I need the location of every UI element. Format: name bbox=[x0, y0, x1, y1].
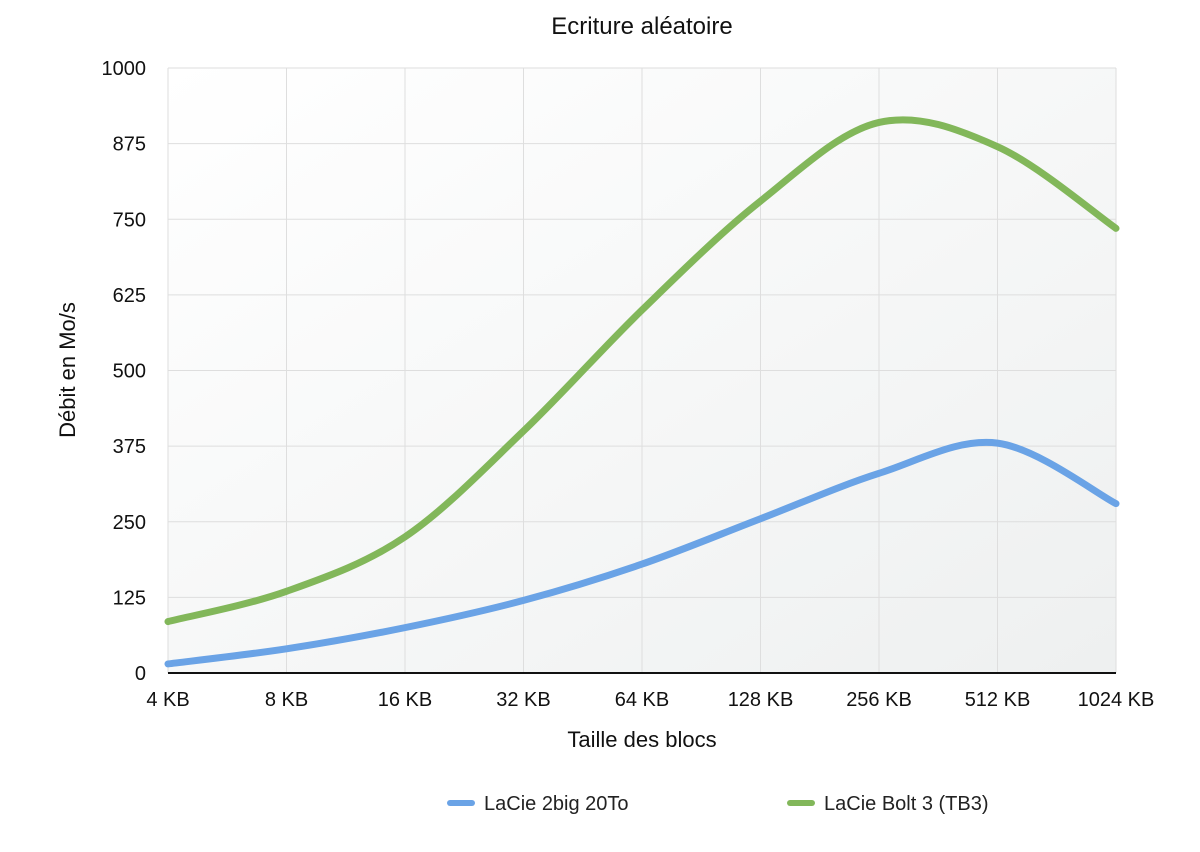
y-tick-label: 500 bbox=[113, 361, 146, 383]
y-tick-label: 625 bbox=[113, 285, 146, 307]
x-tick-label: 4 KB bbox=[146, 689, 189, 711]
x-axis-ticks: 4 KB 8 KB 16 KB 32 KB 64 KB 128 KB 256 KB 512 K… bbox=[146, 689, 1154, 711]
y-tick-label: 875 bbox=[113, 134, 146, 156]
x-tick-label: 32 KB bbox=[496, 689, 550, 711]
grid bbox=[167, 67, 1117, 673]
y-tick-label: 750 bbox=[113, 209, 146, 231]
y-tick-label: 250 bbox=[113, 512, 146, 534]
x-tick-label: 8 KB bbox=[265, 689, 308, 711]
series-layer bbox=[164, 116, 1120, 668]
chart-title: Ecriture aléatoire bbox=[551, 13, 732, 40]
y-tick-label: 1000 bbox=[102, 58, 147, 80]
x-tick-label: 16 KB bbox=[378, 689, 432, 711]
x-tick-label: 256 KB bbox=[846, 689, 912, 711]
legend-label-1: LaCie 2big 20To bbox=[484, 793, 629, 815]
y-axis-title: Débit en Mo/s bbox=[55, 302, 80, 438]
y-tick-label: 375 bbox=[113, 436, 146, 458]
x-axis-title: Taille des blocs bbox=[567, 727, 716, 752]
x-tick-label: 512 KB bbox=[965, 689, 1031, 711]
y-axis-ticks: 0 125 250 375 500 625 750 875 1000 bbox=[102, 58, 147, 685]
y-tick-label: 125 bbox=[113, 587, 146, 609]
y-tick-label: 0 bbox=[135, 663, 146, 685]
x-tick-label: 64 KB bbox=[615, 689, 669, 711]
legend: LaCie 2big 20To LaCie Bolt 3 (TB3) bbox=[447, 793, 989, 815]
x-tick-label: 128 KB bbox=[728, 689, 794, 711]
x-tick-label: 1024 KB bbox=[1078, 689, 1155, 711]
series-line-1 bbox=[164, 438, 1120, 668]
legend-label-2: LaCie Bolt 3 (TB3) bbox=[824, 793, 989, 815]
